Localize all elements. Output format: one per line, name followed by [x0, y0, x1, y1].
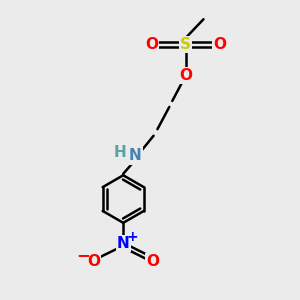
Text: O: O [87, 254, 100, 269]
Text: O: O [146, 254, 160, 269]
Text: O: O [213, 37, 226, 52]
Text: N: N [129, 148, 142, 164]
Text: S: S [180, 37, 191, 52]
Text: H: H [113, 145, 126, 160]
Text: N: N [117, 236, 130, 251]
Text: +: + [127, 230, 139, 244]
Text: O: O [179, 68, 192, 83]
Text: −: − [76, 246, 90, 264]
Text: O: O [145, 37, 158, 52]
